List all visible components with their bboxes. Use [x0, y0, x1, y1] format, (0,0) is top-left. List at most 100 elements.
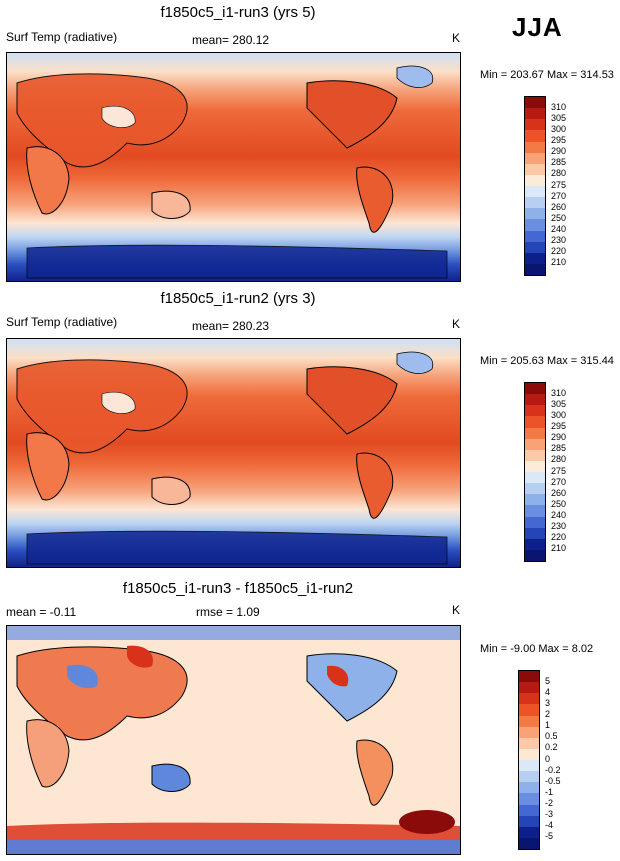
colorbar-segment: [519, 671, 539, 683]
colorbar-tick-label: 305: [551, 112, 567, 123]
panel-2-title: f1850c5_i1-run2 (yrs 3): [160, 290, 316, 307]
season-label: JJA: [512, 12, 563, 42]
colorbar-tick-label: 290: [551, 432, 567, 443]
panel-2-variable-label: Surf Temp (radiative): [6, 315, 118, 329]
colorbar-tick-label: 275: [551, 465, 567, 476]
colorbar-tick-label: 310: [551, 101, 567, 112]
colorbar-tick-label: 290: [551, 146, 567, 157]
colorbar-tick-label: 300: [551, 123, 567, 134]
colorbar-tick-label: 1: [545, 720, 551, 731]
colorbar-segment: [519, 815, 539, 827]
colorbar-tick-label: 3: [545, 697, 551, 708]
panel-1-units: K: [452, 31, 461, 45]
colorbar-tick-label: 210: [551, 257, 567, 268]
panel-1-map-svg: [7, 53, 460, 281]
colorbar-segment: [525, 130, 545, 142]
colorbar-segment: [525, 241, 545, 253]
colorbar-segment: [525, 208, 545, 220]
colorbar-tick-label: 5: [545, 675, 551, 686]
colorbar-tick-label: 0: [545, 753, 551, 764]
panel-2-minmax: Min = 205.63 Max = 315.44: [480, 355, 614, 367]
colorbar-tick-label: 250: [551, 212, 567, 223]
colorbar-tick-label: 280: [551, 168, 567, 179]
colorbar-tick-label: 260: [551, 487, 567, 498]
colorbar-tick-label: 285: [551, 443, 567, 454]
colorbar-segment: [525, 416, 545, 428]
colorbar-tick-label: -0.2: [545, 764, 561, 775]
colorbar-tick-label: -1: [545, 786, 554, 797]
colorbar-tick-label: 295: [551, 421, 567, 431]
panel-1-mean-label: mean= 280.12: [192, 33, 270, 47]
panel-2-colorbar-ticks: 310 305 300 295 290 285 280 275 270 260 250 240 230 2…: [551, 382, 581, 562]
colorbar-segment: [525, 186, 545, 198]
colorbar-segment: [519, 771, 539, 783]
colorbar-segment: [519, 715, 539, 727]
panel-3-rmse-label: rmse = 1.09: [196, 605, 260, 619]
colorbar-tick-label: 230: [551, 521, 567, 532]
panel-3-colorbar: [518, 670, 540, 850]
panel-3-minmax: Min = -9.00 Max = 8.02: [480, 643, 594, 655]
colorbar-tick-label: -3: [545, 809, 554, 820]
colorbar-segment: [519, 782, 539, 794]
colorbar-tick-label: 295: [551, 135, 567, 145]
colorbar-segment: [519, 726, 539, 738]
colorbar-segment: [525, 141, 545, 153]
colorbar-segment: [519, 748, 539, 760]
panel-1-colorbar: [524, 96, 546, 276]
panel-2-map: [6, 338, 461, 568]
colorbar-tick-label: 210: [551, 543, 567, 554]
panel-3-map-svg: [7, 626, 460, 854]
colorbar-tick-label: 240: [551, 224, 567, 234]
colorbar-tick-label: 275: [551, 179, 567, 190]
colorbar-segment: [525, 119, 545, 131]
panel-3-units: K: [452, 603, 461, 617]
colorbar-segment: [519, 837, 539, 849]
colorbar-segment: [525, 538, 545, 550]
colorbar-tick-label: 4: [545, 686, 551, 697]
colorbar-tick-label: 240: [551, 510, 567, 520]
colorbar-segment: [519, 693, 539, 705]
panel-1-variable-label: Surf Temp (radiative): [6, 30, 118, 44]
colorbar-segment: [525, 549, 545, 561]
colorbar-tick-label: 305: [551, 398, 567, 409]
colorbar-tick-label: 300: [551, 409, 567, 420]
colorbar-segment: [525, 494, 545, 506]
colorbar-tick-label: -2: [545, 798, 554, 808]
colorbar-segment: [525, 438, 545, 450]
colorbar-segment: [525, 460, 545, 472]
colorbar-segment: [519, 760, 539, 772]
colorbar-segment: [525, 263, 545, 275]
colorbar-tick-label: -5: [545, 831, 554, 842]
panel-1-map: [6, 52, 461, 282]
colorbar-segment: [525, 405, 545, 417]
colorbar-segment: [519, 737, 539, 749]
colorbar-segment: [519, 704, 539, 716]
colorbar-segment: [519, 804, 539, 816]
colorbar-segment: [525, 483, 545, 495]
colorbar-tick-label: 310: [551, 387, 567, 398]
colorbar-tick-label: -4: [545, 820, 554, 831]
colorbar-segment: [525, 472, 545, 484]
colorbar-tick-label: 2: [545, 709, 551, 719]
colorbar-segment: [525, 527, 545, 539]
colorbar-tick-label: 270: [551, 190, 567, 201]
panel-3-title: f1850c5_i1-run3 - f1850c5_i1-run2: [122, 580, 354, 597]
colorbar-tick-label: 260: [551, 201, 567, 212]
colorbar-tick-label: -0.5: [545, 775, 561, 786]
colorbar-segment: [525, 505, 545, 517]
colorbar-segment: [525, 516, 545, 528]
colorbar-segment: [525, 152, 545, 164]
panel-1-colorbar-ticks: 310 305 300 295 290 285 280 275 270 260 250 240 230 2…: [551, 96, 581, 276]
colorbar-segment: [525, 163, 545, 175]
panel-2-units: K: [452, 317, 461, 331]
colorbar-tick-label: 230: [551, 235, 567, 246]
colorbar-segment: [525, 383, 545, 395]
colorbar-segment: [519, 826, 539, 838]
colorbar-tick-label: 270: [551, 476, 567, 487]
colorbar-segment: [525, 449, 545, 461]
panel-2-mean-label: mean= 280.23: [192, 319, 270, 333]
colorbar-tick-label: 280: [551, 454, 567, 465]
colorbar-segment: [525, 252, 545, 264]
colorbar-segment: [525, 197, 545, 209]
colorbar-tick-label: 220: [551, 532, 567, 543]
